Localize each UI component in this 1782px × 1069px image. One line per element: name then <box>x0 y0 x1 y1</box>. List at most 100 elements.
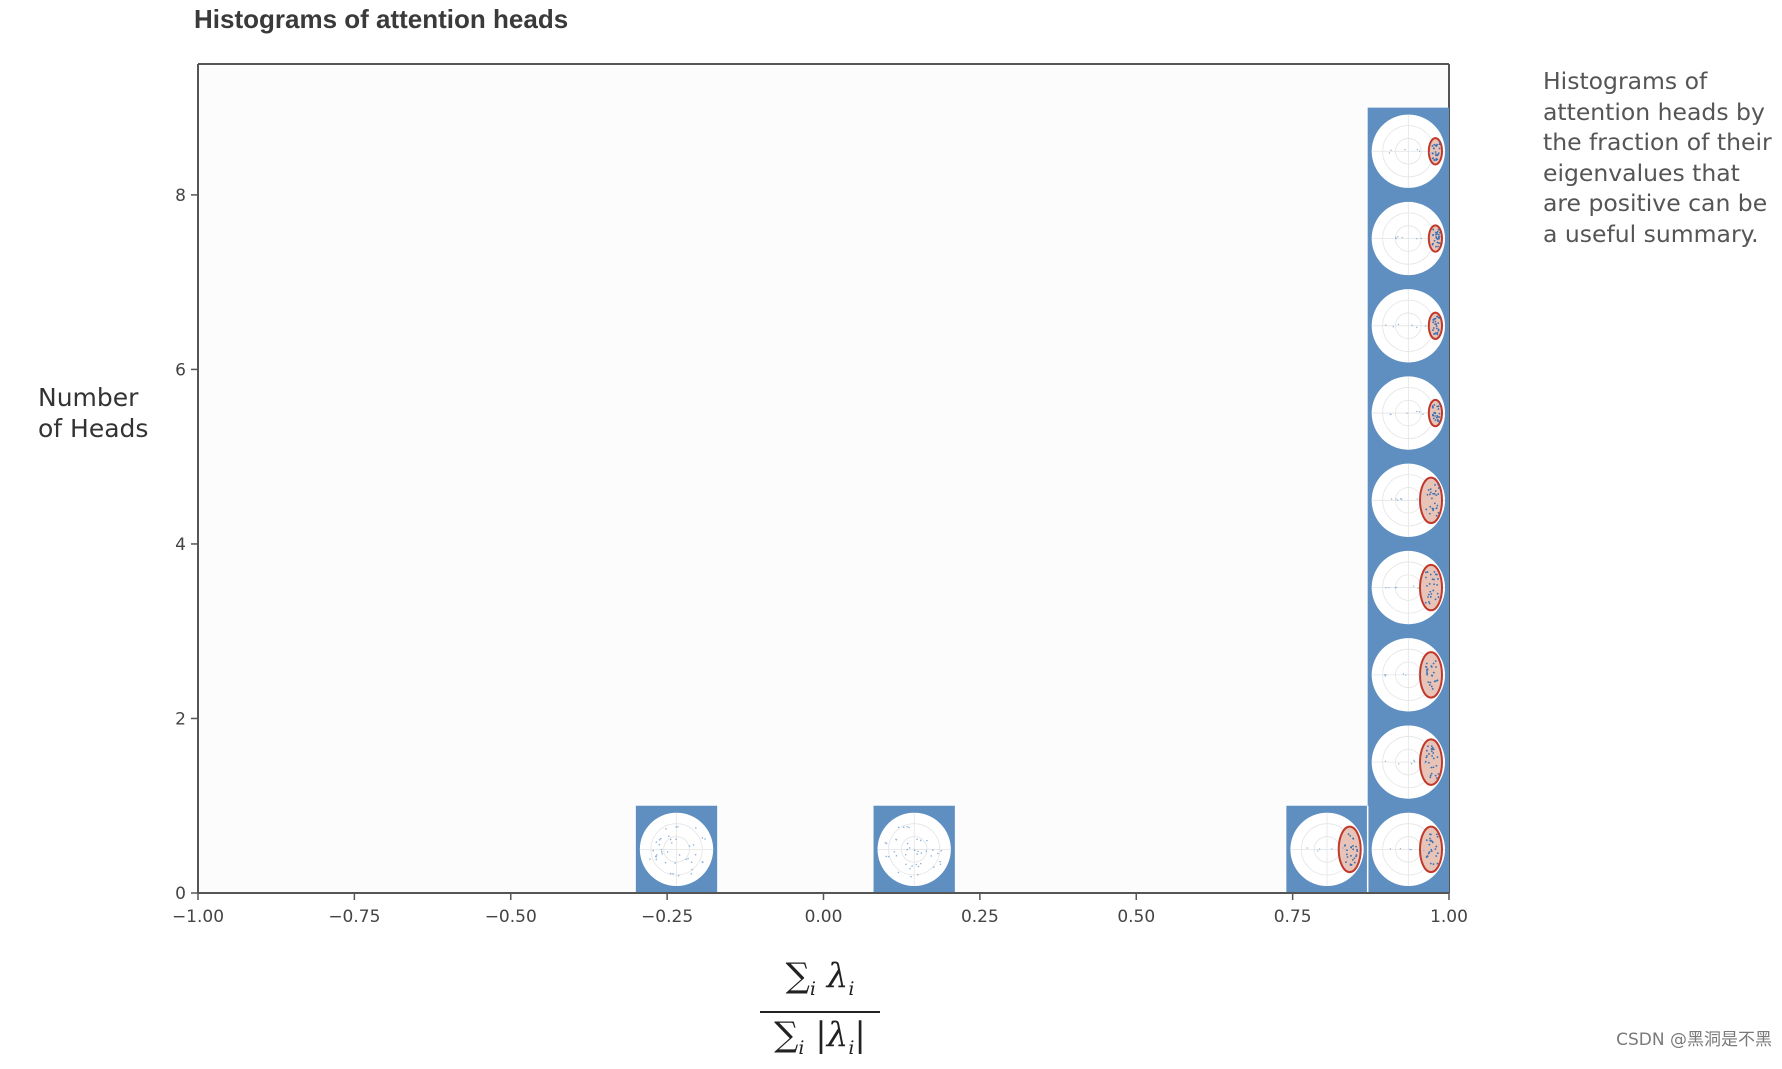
eigenvalue-dot <box>930 855 933 857</box>
eigenvalue-dot <box>1436 238 1439 241</box>
eigenvalue-dot <box>911 865 913 867</box>
eigenvalue-dot <box>1438 143 1441 146</box>
eigenvalue-dot <box>1432 414 1434 417</box>
eigenvalue-dot <box>1388 586 1390 589</box>
eigenvalue-dot <box>1436 504 1439 507</box>
caption-line: are positive can be <box>1543 189 1768 217</box>
eigenvalue-dot <box>1435 507 1438 510</box>
eigenvalue-dot <box>1427 600 1430 603</box>
eigenvalue-dot <box>1437 405 1440 408</box>
eigenvalue-dot <box>701 837 704 839</box>
eigenvalue-dot <box>1424 601 1427 604</box>
eigenvalue-dot <box>1352 845 1354 847</box>
eigenvalue-dot <box>905 863 907 866</box>
eigenvalue-dot <box>669 838 672 841</box>
eigenvalue-dot <box>1355 854 1358 856</box>
eigenvalue-dot <box>1435 666 1437 668</box>
eigenvalue-dot <box>1425 571 1427 574</box>
eigenvalue-dot <box>1437 245 1439 248</box>
eigenvalue-dot <box>1428 512 1431 515</box>
eigenvalue-thumbnail <box>1371 289 1445 363</box>
eigenvalue-dot <box>917 865 920 868</box>
eigenvalue-dot <box>1416 238 1418 240</box>
eigenvalue-dot <box>1433 578 1435 581</box>
eigenvalue-dot <box>690 872 693 875</box>
eigenvalue-dot <box>1427 852 1430 855</box>
eigenvalue-dot <box>1437 511 1440 514</box>
eigenvalue-dot <box>913 849 916 851</box>
eigenvalue-dot <box>1430 685 1433 688</box>
eigenvalue-dot <box>1353 861 1356 864</box>
eigenvalue-dot <box>1418 673 1420 675</box>
eigenvalue-dot <box>1399 848 1402 850</box>
eigenvalue-dot <box>1413 759 1415 762</box>
eigenvalue-dot <box>695 827 697 829</box>
eigenvalue-dot <box>1410 848 1412 851</box>
eigenvalue-dot <box>1406 412 1408 414</box>
y-tick-label: 8 <box>175 186 186 206</box>
eigenvalue-dot <box>1436 405 1439 408</box>
eigenvalue-dot <box>1429 152 1431 154</box>
eigenvalue-dot <box>1352 837 1355 840</box>
eigenvalue-dot <box>916 873 919 876</box>
eigenvalue-thumbnail <box>1371 812 1445 887</box>
eigenvalue-dot <box>1437 328 1440 331</box>
eigenvalue-dot <box>897 871 900 874</box>
eigenvalue-dot <box>1434 483 1436 486</box>
eigenvalue-dot <box>920 852 923 854</box>
eigenvalue-dot <box>1435 144 1438 147</box>
eigenvalue-dot <box>1390 149 1392 151</box>
eigenvalue-dot <box>1430 750 1433 753</box>
caption-line: the fraction of their <box>1543 128 1772 156</box>
caption-text: Histograms of attention heads by the fra… <box>1543 66 1775 249</box>
eigenvalue-dot <box>1430 593 1433 595</box>
eigenvalue-dot <box>1432 417 1435 420</box>
eigenvalue-hull-ellipse <box>1419 476 1444 525</box>
eigenvalue-dot <box>933 866 935 868</box>
y-tick-label: 0 <box>175 884 186 904</box>
eigenvalue-dot <box>1347 833 1350 836</box>
eigenvalue-dot <box>692 844 695 846</box>
eigenvalue-dot <box>1435 323 1438 326</box>
eigenvalue-dot <box>1426 673 1429 676</box>
eigenvalue-dot <box>1433 411 1436 414</box>
eigenvalue-dot <box>916 838 918 841</box>
eigenvalue-dot <box>1345 861 1347 863</box>
eigenvalue-dot <box>1436 154 1439 157</box>
eigenvalue-dot <box>1438 412 1441 415</box>
y-axis-title-line-1: Number <box>38 383 139 412</box>
eigenvalue-dot <box>1436 833 1438 836</box>
eigenvalue-dot <box>1433 571 1436 573</box>
eigenvalue-dot <box>1437 236 1440 238</box>
eigenvalue-dot <box>675 838 677 840</box>
eigenvalue-dot <box>1437 493 1440 495</box>
eigenvalue-dot <box>1437 408 1440 410</box>
eigenvalue-dot <box>916 853 918 855</box>
caption-line: Histograms of <box>1543 67 1708 95</box>
eigenvalue-dot <box>1343 844 1346 847</box>
eigenvalue-dot <box>1435 233 1437 236</box>
eigenvalue-dot <box>1400 498 1402 500</box>
plot-area: −1.00 −0.75 −0.50 −0.25 0.00 0.25 0.50 0.75 1.00… <box>172 63 1468 927</box>
eigenvalue-dot <box>1427 681 1430 683</box>
eigenvalue-dot <box>1436 862 1439 865</box>
eigenvalue-dot <box>1349 834 1352 837</box>
eigenvalue-dot <box>940 849 943 852</box>
eigenvalue-dot <box>649 858 651 860</box>
eigenvalue-dot <box>1416 410 1418 413</box>
eigenvalue-dot <box>1429 491 1432 494</box>
y-axis-title: Number of Heads <box>38 382 148 444</box>
eigenvalue-dot <box>688 845 691 847</box>
eigenvalue-dot <box>908 847 911 849</box>
eigenvalue-dot <box>1388 152 1391 154</box>
eigenvalue-dot <box>1433 583 1435 586</box>
eigenvalue-dot <box>702 861 704 864</box>
eigenvalue-dot <box>1436 315 1438 318</box>
eigenvalue-thumbnail <box>1371 638 1445 712</box>
eigenvalue-dot <box>1413 760 1416 763</box>
eigenvalue-dot <box>1433 332 1436 335</box>
eigenvalue-dot <box>1383 673 1386 676</box>
eigenvalue-dot <box>1436 583 1439 586</box>
eigenvalue-dot <box>1429 488 1432 491</box>
eigenvalue-dot <box>1432 329 1434 331</box>
